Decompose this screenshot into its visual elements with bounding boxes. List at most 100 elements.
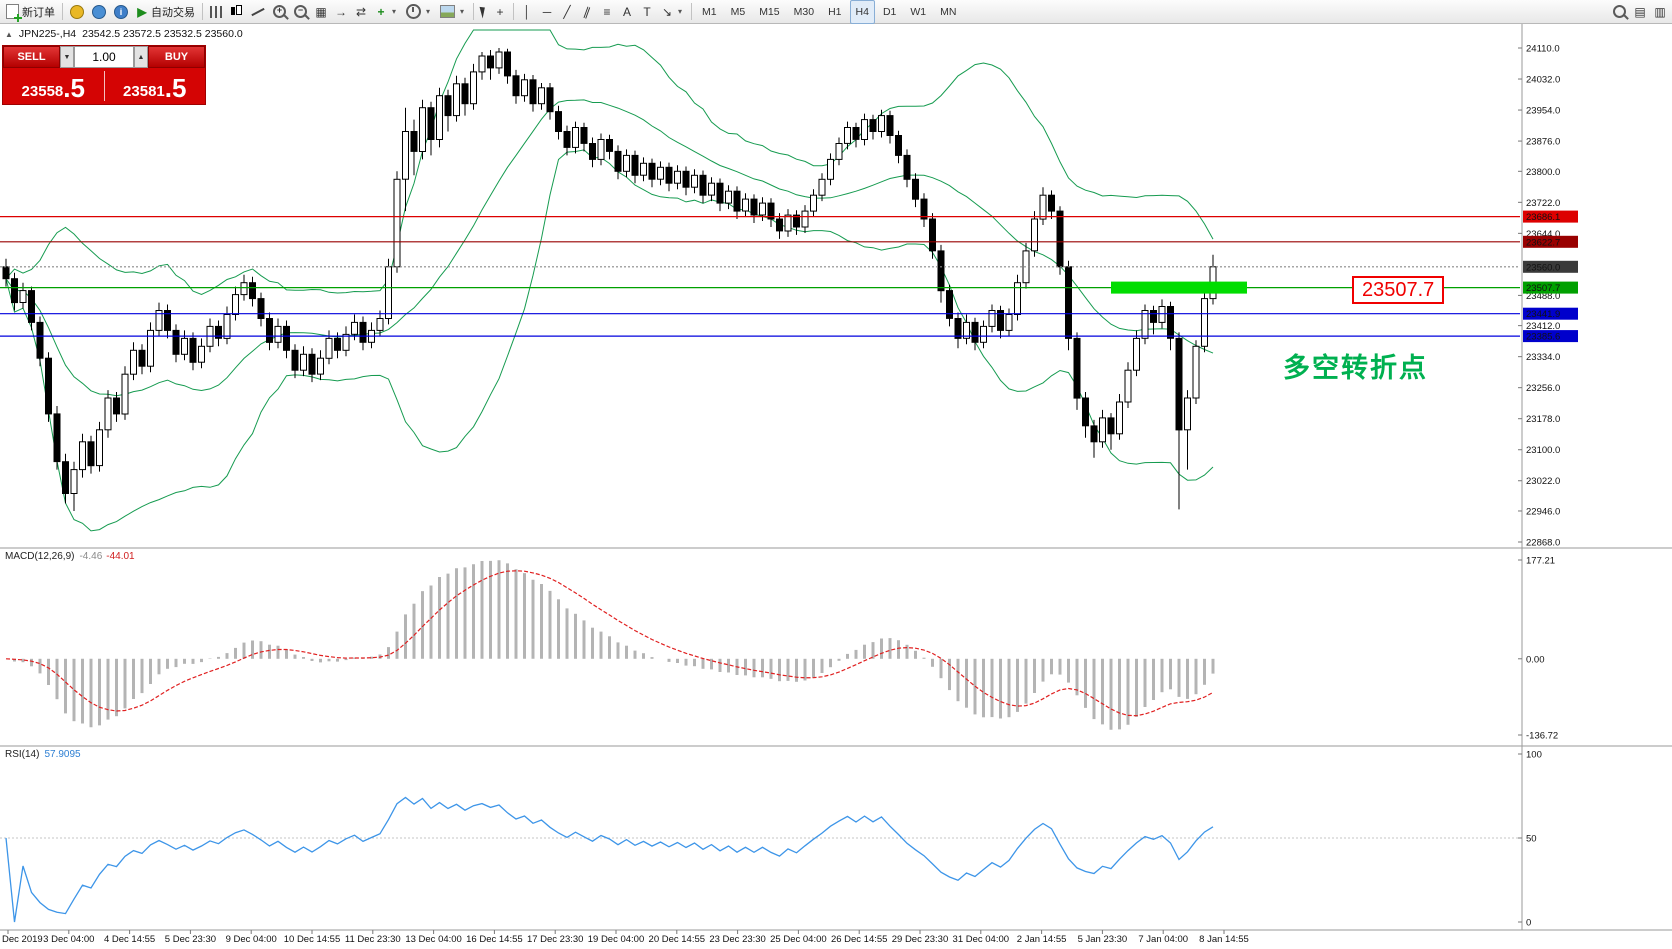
price-axis-label: 24110.0 <box>1526 44 1560 55</box>
candle <box>1184 390 1191 470</box>
time-axis-label: Dec 2019 <box>2 934 43 945</box>
price-callout-object[interactable]: 23507.7 <box>1352 276 1445 304</box>
time-axis-label: 2 Jan 14:55 <box>1017 934 1067 945</box>
sell-price-display[interactable]: 23558 .5 <box>3 68 104 104</box>
timeframe-h4-button[interactable]: H4 <box>849 0 875 24</box>
macd-axis-label: -136.72 <box>1526 731 1558 742</box>
community-button[interactable] <box>88 1 110 23</box>
fibonacci-button[interactable]: ≡ <box>597 1 617 23</box>
crosshair-button[interactable]: + <box>490 1 510 23</box>
time-axis-label: 23 Dec 23:30 <box>709 934 766 945</box>
indicators-icon: + <box>377 4 385 19</box>
annotation-text[interactable]: 多空转折点 <box>1283 353 1428 383</box>
candle <box>96 421 103 472</box>
sell-price: 23558 <box>21 83 64 100</box>
line-chart-button[interactable] <box>247 1 269 23</box>
channel-button[interactable]: ∥ <box>577 1 597 23</box>
indicators-button[interactable]: + ▾ <box>371 1 402 23</box>
timeframe-m1-button[interactable]: M1 <box>702 5 717 18</box>
candlestick-chart-button[interactable] <box>226 1 247 23</box>
bar-chart-button[interactable] <box>206 1 226 23</box>
price-tag-label: 23686.1 <box>1526 212 1560 223</box>
zoom-in-button[interactable]: + <box>269 1 290 23</box>
text-button[interactable]: A <box>617 1 637 23</box>
timeframe-m30-button[interactable]: M30 <box>793 5 815 18</box>
candle <box>869 114 877 140</box>
candle <box>461 77 469 116</box>
chart-shift-icon: ⇄ <box>355 4 367 19</box>
line-chart-icon <box>251 6 265 18</box>
search-button[interactable] <box>1609 1 1630 23</box>
market-icon <box>70 4 84 19</box>
info-button[interactable]: i <box>110 1 132 23</box>
window-cascade-button[interactable]: ▥ <box>1650 1 1670 23</box>
tile-windows-button[interactable]: ▦ <box>311 1 331 23</box>
auto-scroll-button[interactable]: → <box>331 1 351 23</box>
timeframe-w1-button[interactable]: W1 <box>910 5 927 18</box>
buy-price-display[interactable]: 23581 .5 <box>105 68 206 104</box>
candle <box>453 75 460 122</box>
sell-button[interactable]: SELL <box>3 46 60 68</box>
macd-signal-line <box>5 570 1214 717</box>
candle <box>444 89 452 132</box>
highlight-rectangle[interactable] <box>1111 281 1247 294</box>
candle <box>912 173 919 208</box>
buy-button[interactable]: BUY <box>148 46 205 68</box>
rsi-value: 57.9095 <box>44 749 81 760</box>
time-axis-label: 31 Dec 04:00 <box>953 934 1010 945</box>
templates-button[interactable]: ▾ <box>436 1 470 23</box>
candle <box>1048 190 1055 219</box>
chart-canvas[interactable]: 24110.0 24032.0 23954.0 23876.0 23800.0 23722… <box>0 24 1672 949</box>
templates-icon <box>440 5 455 18</box>
candle <box>155 302 163 337</box>
candle <box>954 312 962 349</box>
candle <box>886 110 894 144</box>
minus-glyph: − <box>297 5 304 15</box>
candle <box>657 161 664 186</box>
timeframe-m5-button[interactable]: M5 <box>730 5 746 18</box>
price-axis-label: 24032.0 <box>1526 75 1560 86</box>
candle <box>1150 305 1157 335</box>
new-order-button[interactable]: 新订单 <box>2 1 59 23</box>
text-label-button[interactable]: T <box>637 1 657 23</box>
timeframe-h1-button[interactable]: H1 <box>828 5 842 18</box>
auto-trading-button[interactable]: ▶ 自动交易 <box>132 1 199 23</box>
horizontal-line-button[interactable]: ─ <box>537 1 557 23</box>
trendline-button[interactable]: ╱ <box>557 1 577 23</box>
chart-shift-button[interactable]: ⇄ <box>351 1 371 23</box>
candle <box>512 69 520 104</box>
arrows-button[interactable]: ↘ ▾ <box>657 1 688 23</box>
candle <box>385 258 392 325</box>
auto-trading-label: 自动交易 <box>151 6 195 19</box>
candle <box>835 137 843 166</box>
candle <box>478 52 486 80</box>
periods-clock-icon <box>406 4 421 19</box>
window-tile-button[interactable]: ▤ <box>1630 1 1650 23</box>
cursor-button[interactable] <box>477 1 490 23</box>
bollinger-middle <box>5 99 1214 397</box>
vertical-line-button[interactable]: │ <box>517 1 537 23</box>
timeframe-m15-button[interactable]: M15 <box>759 5 780 18</box>
candle <box>121 366 129 420</box>
volume-decrease-button[interactable]: ▼ <box>60 46 74 68</box>
volume-input[interactable]: 1.00 <box>74 46 134 68</box>
candle <box>784 209 792 237</box>
volume-increase-button[interactable]: ▲ <box>134 46 148 68</box>
one-click-collapse-icon[interactable]: ▲ <box>5 29 13 39</box>
candle <box>427 101 435 156</box>
timeframe-mn-button[interactable]: MN <box>940 5 957 18</box>
zoom-out-button[interactable]: − <box>290 1 311 23</box>
price-axis-label: 23876.0 <box>1526 137 1560 148</box>
candle <box>742 193 749 217</box>
periods-button[interactable]: ▾ <box>402 1 436 23</box>
candle <box>62 453 69 504</box>
candle <box>631 150 639 184</box>
timeframe-d1-button[interactable]: D1 <box>882 5 897 18</box>
sell-price-pips: .5 <box>63 72 85 103</box>
candle <box>878 109 885 138</box>
market-button[interactable] <box>66 1 88 23</box>
bollinger-lower <box>5 149 1214 532</box>
candle <box>223 306 231 345</box>
price-divider <box>103 71 105 101</box>
one-click-trading-panel: SELL ▼ 1.00 ▲ BUY 23558 .5 23581 .5 <box>2 45 206 105</box>
